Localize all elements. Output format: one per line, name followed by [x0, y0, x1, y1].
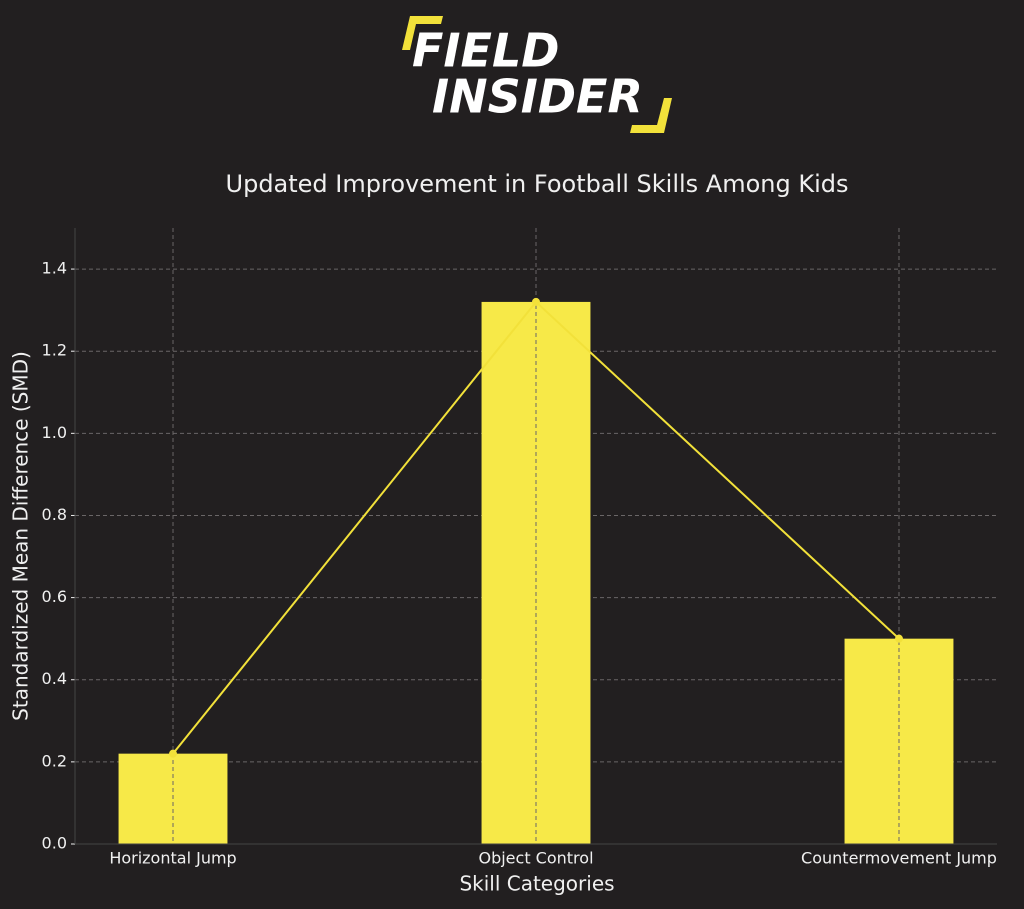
y-tick-label: 1.2: [42, 341, 67, 360]
logo-bracket: [402, 16, 443, 50]
line-point: [894, 634, 903, 643]
x-tick-label: Horizontal Jump: [109, 849, 236, 868]
line-point: [169, 749, 178, 758]
y-tick-label: 0.2: [42, 751, 67, 770]
x-tick-label: Countermovement Jump: [801, 849, 997, 868]
chart-title: Updated Improvement in Football Skills A…: [226, 170, 849, 198]
y-axis-label: Standardized Mean Difference (SMD): [9, 351, 33, 721]
x-tick-label: Object Control: [478, 849, 593, 868]
x-axis-label: Skill Categories: [459, 872, 614, 896]
line-point: [532, 297, 540, 306]
logo-text: INSIDER: [432, 70, 643, 124]
logo-text: FIELD: [412, 24, 559, 78]
y-tick-label: 0.6: [42, 587, 67, 606]
y-tick-label: 0.0: [42, 834, 67, 853]
y-tick-label: 1.0: [42, 423, 67, 442]
y-tick-label: 0.8: [42, 505, 67, 524]
logo-bracket: [630, 98, 672, 133]
logo: FIELD INSIDER: [402, 16, 672, 133]
y-tick-label: 1.4: [42, 259, 67, 278]
y-tick-label: 0.4: [42, 669, 67, 688]
